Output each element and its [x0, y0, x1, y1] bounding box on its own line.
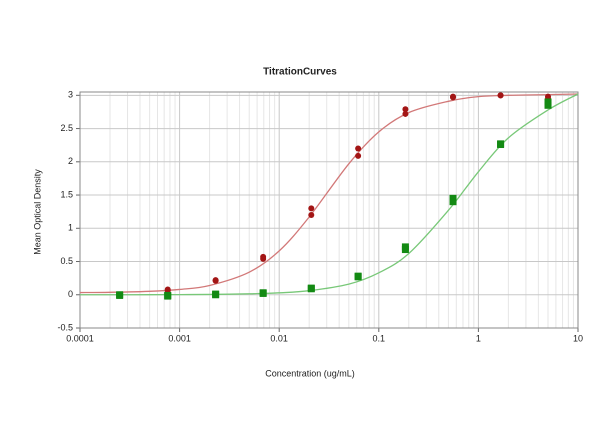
data-point — [450, 94, 457, 101]
y-tick-label: 0.5 — [60, 256, 73, 266]
x-tick-label: 0.1 — [373, 333, 386, 343]
data-point — [116, 291, 124, 299]
data-point — [164, 292, 172, 300]
y-tick-label: 1 — [68, 223, 73, 233]
y-axis-label: Mean Optical Density — [32, 169, 42, 255]
fit-curve — [79, 93, 579, 296]
data-point — [308, 205, 315, 212]
chart-title: TitrationCurves — [263, 67, 337, 78]
data-point — [260, 255, 267, 262]
data-point — [401, 246, 409, 254]
x-tick-label: 1 — [476, 333, 481, 343]
data-point — [355, 145, 362, 152]
data-point — [497, 141, 505, 149]
x-tick-label: 0.0001 — [66, 333, 94, 343]
data-point — [449, 198, 457, 206]
data-point — [212, 277, 219, 284]
data-point — [307, 285, 315, 293]
y-tick-label: 2 — [68, 156, 73, 166]
data-point — [497, 92, 504, 99]
data-point — [212, 290, 220, 298]
x-tick-label: 10 — [573, 333, 583, 343]
data-point — [402, 106, 409, 113]
data-point — [544, 101, 552, 109]
y-tick-label: 2.5 — [60, 123, 73, 133]
plot-frame — [79, 91, 579, 329]
data-point — [308, 211, 315, 218]
fit-curve — [79, 93, 579, 294]
x-tick-label: 0.001 — [168, 333, 191, 343]
x-tick-label: 0.01 — [270, 333, 288, 343]
data-point — [259, 289, 267, 297]
x-axis-label: Concentration (ug/mL) — [265, 368, 355, 378]
y-tick-label: 0 — [68, 289, 73, 299]
y-tick-label: -0.5 — [57, 322, 73, 332]
y-tick-label: 3 — [68, 90, 73, 100]
data-point — [354, 273, 362, 281]
y-tick-label: 1.5 — [60, 189, 73, 199]
data-point — [355, 152, 362, 159]
data-point — [402, 110, 409, 117]
